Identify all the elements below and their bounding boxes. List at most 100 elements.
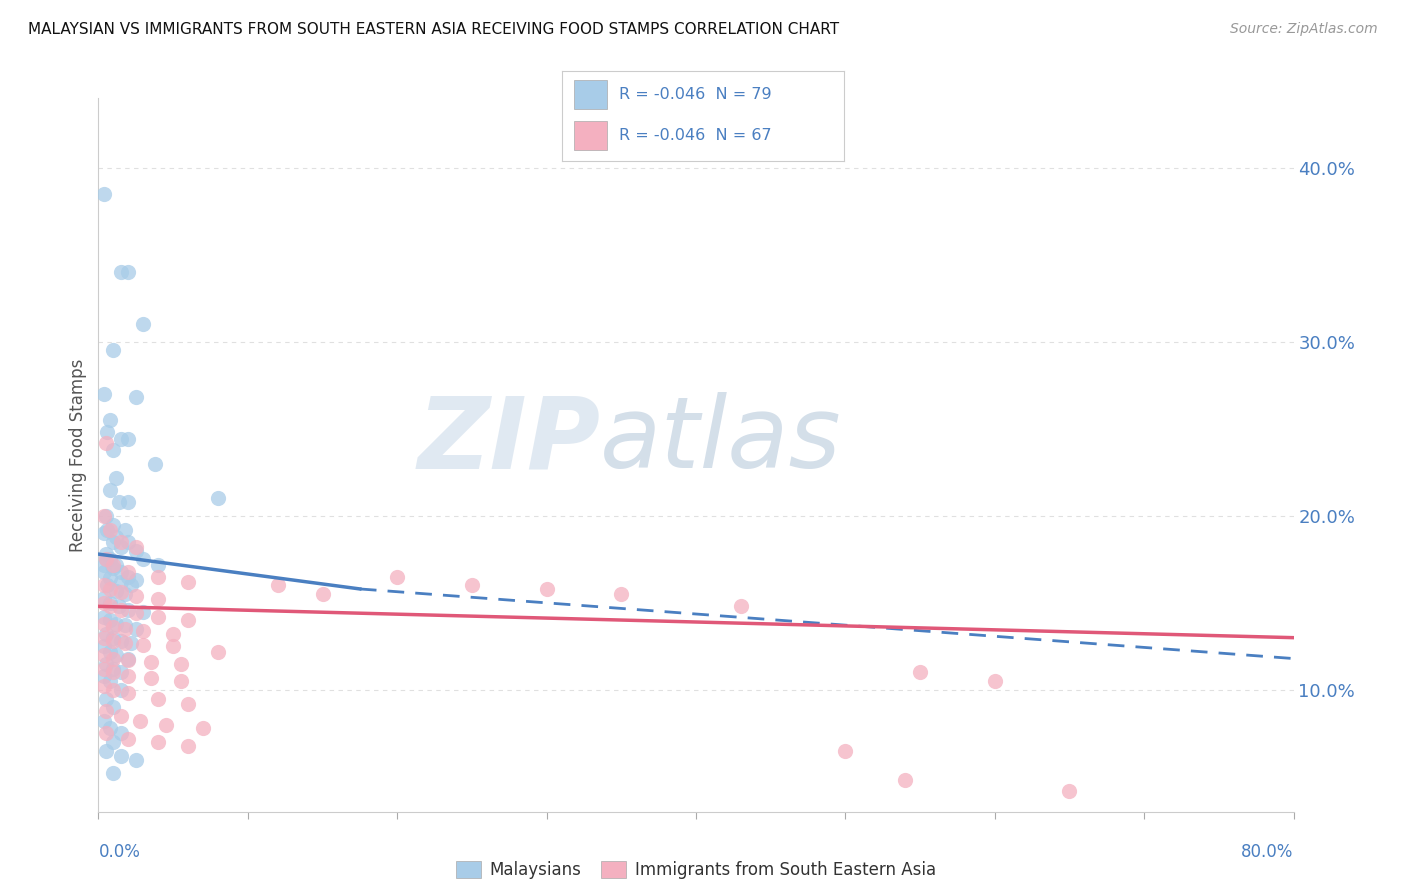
Point xyxy=(139,671,162,685)
Point xyxy=(93,508,115,523)
Point xyxy=(207,644,229,658)
Text: Source: ZipAtlas.com: Source: ZipAtlas.com xyxy=(1230,22,1378,37)
Point xyxy=(110,603,132,617)
Point xyxy=(96,425,118,440)
Point xyxy=(1059,784,1081,798)
Point xyxy=(105,648,128,662)
Point xyxy=(110,540,132,554)
Point xyxy=(908,665,931,680)
Point xyxy=(148,609,170,624)
Point xyxy=(103,343,125,358)
Point xyxy=(125,391,148,405)
Point xyxy=(96,523,118,537)
Point xyxy=(132,552,155,566)
Point xyxy=(98,721,122,735)
Point xyxy=(105,470,128,484)
Point xyxy=(94,691,117,706)
Point xyxy=(117,731,139,746)
Point xyxy=(132,605,155,619)
Point xyxy=(94,508,117,523)
Point xyxy=(114,587,136,601)
Point xyxy=(103,558,125,572)
Point xyxy=(125,589,148,603)
Point xyxy=(94,547,117,561)
Point xyxy=(117,603,139,617)
Point xyxy=(103,700,125,714)
Point xyxy=(114,622,136,636)
Point xyxy=(93,591,115,605)
Point xyxy=(177,739,200,753)
Point xyxy=(98,644,122,658)
Point xyxy=(98,582,122,596)
Point xyxy=(110,726,132,740)
Text: MALAYSIAN VS IMMIGRANTS FROM SOUTH EASTERN ASIA RECEIVING FOOD STAMPS CORRELATIO: MALAYSIAN VS IMMIGRANTS FROM SOUTH EASTE… xyxy=(28,22,839,37)
Point xyxy=(103,631,125,645)
Point xyxy=(98,599,122,614)
Point xyxy=(94,552,117,566)
Point xyxy=(117,653,139,667)
Point xyxy=(110,682,132,697)
Point xyxy=(93,640,115,654)
Point xyxy=(117,265,139,279)
Point xyxy=(536,582,558,596)
Point xyxy=(108,599,131,614)
Point xyxy=(103,735,125,749)
Text: 0.0%: 0.0% xyxy=(98,843,141,861)
Point xyxy=(169,657,191,671)
Point xyxy=(103,665,125,680)
Point xyxy=(894,773,917,788)
Point xyxy=(98,613,122,627)
Point xyxy=(98,523,122,537)
Point xyxy=(110,665,132,680)
Point xyxy=(98,552,122,566)
Point xyxy=(103,517,125,532)
Text: R = -0.046  N = 79: R = -0.046 N = 79 xyxy=(619,87,772,102)
Point xyxy=(177,574,200,589)
Point xyxy=(983,674,1005,689)
Point xyxy=(103,620,125,634)
Point xyxy=(110,265,132,279)
Point xyxy=(110,535,132,549)
Point xyxy=(105,558,128,572)
Point xyxy=(93,578,115,592)
Point xyxy=(93,648,115,662)
Point xyxy=(125,573,148,587)
Point xyxy=(94,627,117,641)
Point xyxy=(155,717,177,731)
Point xyxy=(103,662,125,676)
Point xyxy=(114,618,136,632)
Point xyxy=(207,491,229,506)
Text: R = -0.046  N = 67: R = -0.046 N = 67 xyxy=(619,128,772,143)
Point xyxy=(139,655,162,669)
Point xyxy=(117,535,139,549)
Point xyxy=(311,587,333,601)
Point xyxy=(94,744,117,758)
Point xyxy=(93,609,115,624)
Point xyxy=(177,697,200,711)
Point xyxy=(132,638,155,652)
Text: 80.0%: 80.0% xyxy=(1241,843,1294,861)
Point xyxy=(148,735,170,749)
Point xyxy=(117,651,139,665)
Text: atlas: atlas xyxy=(600,392,842,489)
Point xyxy=(132,318,155,332)
Point xyxy=(191,721,214,735)
Point xyxy=(120,636,142,650)
Point xyxy=(461,578,484,592)
Point xyxy=(125,540,148,554)
Point xyxy=(94,552,117,566)
Point xyxy=(93,387,115,401)
Point xyxy=(110,749,132,764)
Point xyxy=(117,495,139,509)
Point xyxy=(125,543,148,558)
Point xyxy=(125,752,148,766)
Point xyxy=(94,704,117,718)
Point xyxy=(103,442,125,457)
Point xyxy=(169,674,191,689)
Point xyxy=(105,530,128,544)
Point xyxy=(162,627,184,641)
Bar xyxy=(574,80,607,109)
Point xyxy=(148,570,170,584)
Point xyxy=(267,578,290,592)
Point xyxy=(103,561,125,575)
